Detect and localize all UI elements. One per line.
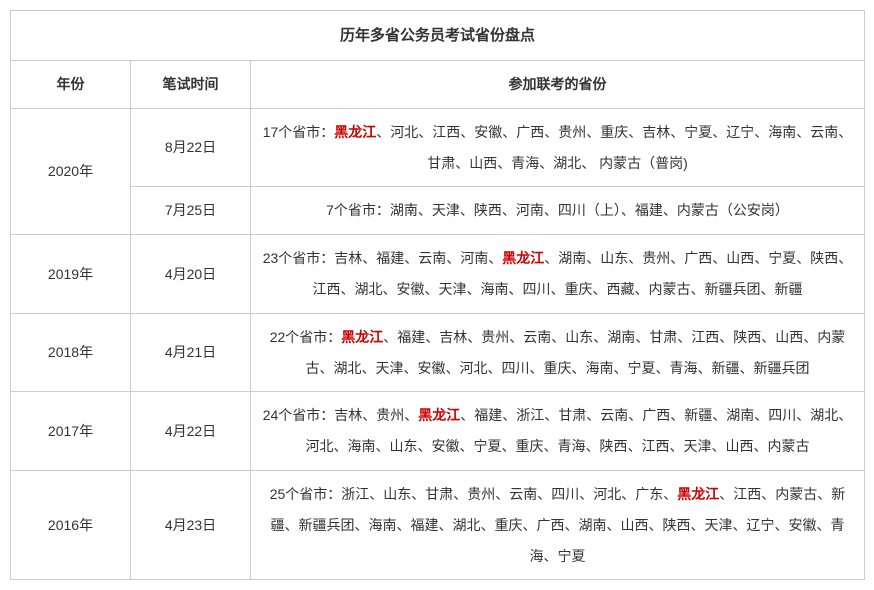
highlighted-province: 黑龙江 bbox=[341, 329, 383, 345]
table-row: 2018年4月21日22个省市：黑龙江、福建、吉林、贵州、云南、山东、湖南、甘肃… bbox=[11, 313, 865, 392]
cell-date: 4月21日 bbox=[131, 313, 251, 392]
cell-provinces: 23个省市：吉林、福建、云南、河南、黑龙江、湖南、山东、贵州、广西、山西、宁夏、… bbox=[251, 235, 865, 314]
province-text: 、福建、吉林、贵州、云南、山东、湖南、甘肃、江西、陕西、山西、内蒙古、湖北、天津… bbox=[306, 329, 846, 376]
highlighted-province: 黑龙江 bbox=[677, 486, 719, 502]
province-count: 7个省市： bbox=[326, 202, 390, 218]
cell-provinces: 25个省市：浙江、山东、甘肃、贵州、云南、四川、河北、广东、黑龙江、江西、内蒙古… bbox=[251, 470, 865, 579]
province-text: 吉林、贵州、 bbox=[334, 407, 418, 423]
cell-year: 2017年 bbox=[11, 392, 131, 471]
province-text: 吉林、福建、云南、河南、 bbox=[334, 250, 502, 266]
cell-date: 4月20日 bbox=[131, 235, 251, 314]
table-row: 2019年4月20日23个省市：吉林、福建、云南、河南、黑龙江、湖南、山东、贵州… bbox=[11, 235, 865, 314]
province-count: 23个省市： bbox=[263, 250, 335, 266]
cell-year: 2019年 bbox=[11, 235, 131, 314]
table-body: 2020年8月22日17个省市：黑龙江、河北、江西、安徽、广西、贵州、重庆、吉林… bbox=[11, 108, 865, 580]
province-count: 22个省市： bbox=[270, 329, 342, 345]
header-date: 笔试时间 bbox=[131, 61, 251, 109]
cell-date: 4月22日 bbox=[131, 392, 251, 471]
province-text: 、河北、江西、安徽、广西、贵州、重庆、吉林、宁夏、辽宁、海南、云南、甘肃、山西、… bbox=[376, 124, 852, 171]
header-provinces: 参加联考的省份 bbox=[251, 61, 865, 109]
cell-provinces: 7个省市：湖南、天津、陕西、河南、四川（上）、福建、内蒙古（公安岗） bbox=[251, 187, 865, 235]
highlighted-province: 黑龙江 bbox=[502, 250, 544, 266]
cell-date: 8月22日 bbox=[131, 108, 251, 187]
cell-date: 7月25日 bbox=[131, 187, 251, 235]
cell-year: 2016年 bbox=[11, 470, 131, 579]
cell-year: 2020年 bbox=[11, 108, 131, 234]
highlighted-province: 黑龙江 bbox=[418, 407, 460, 423]
table-row: 2017年4月22日24个省市：吉林、贵州、黑龙江、福建、浙江、甘肃、云南、广西… bbox=[11, 392, 865, 471]
header-year: 年份 bbox=[11, 61, 131, 109]
cell-provinces: 24个省市：吉林、贵州、黑龙江、福建、浙江、甘肃、云南、广西、新疆、湖南、四川、… bbox=[251, 392, 865, 471]
province-count: 25个省市： bbox=[270, 486, 342, 502]
exam-history-table: 历年多省公务员考试省份盘点 年份 笔试时间 参加联考的省份 2020年8月22日… bbox=[10, 10, 865, 580]
province-count: 17个省市： bbox=[263, 124, 335, 140]
cell-provinces: 22个省市：黑龙江、福建、吉林、贵州、云南、山东、湖南、甘肃、江西、陕西、山西、… bbox=[251, 313, 865, 392]
cell-year: 2018年 bbox=[11, 313, 131, 392]
table-row: 2020年8月22日17个省市：黑龙江、河北、江西、安徽、广西、贵州、重庆、吉林… bbox=[11, 108, 865, 187]
cell-provinces: 17个省市：黑龙江、河北、江西、安徽、广西、贵州、重庆、吉林、宁夏、辽宁、海南、… bbox=[251, 108, 865, 187]
highlighted-province: 黑龙江 bbox=[334, 124, 376, 140]
province-text: 湖南、天津、陕西、河南、四川（上）、福建、内蒙古（公安岗） bbox=[390, 202, 789, 218]
cell-date: 4月23日 bbox=[131, 470, 251, 579]
table-title: 历年多省公务员考试省份盘点 bbox=[11, 11, 865, 61]
table-row: 7月25日7个省市：湖南、天津、陕西、河南、四川（上）、福建、内蒙古（公安岗） bbox=[11, 187, 865, 235]
province-text: 浙江、山东、甘肃、贵州、云南、四川、河北、广东、 bbox=[341, 486, 677, 502]
province-count: 24个省市： bbox=[263, 407, 335, 423]
table-row: 2016年4月23日25个省市：浙江、山东、甘肃、贵州、云南、四川、河北、广东、… bbox=[11, 470, 865, 579]
